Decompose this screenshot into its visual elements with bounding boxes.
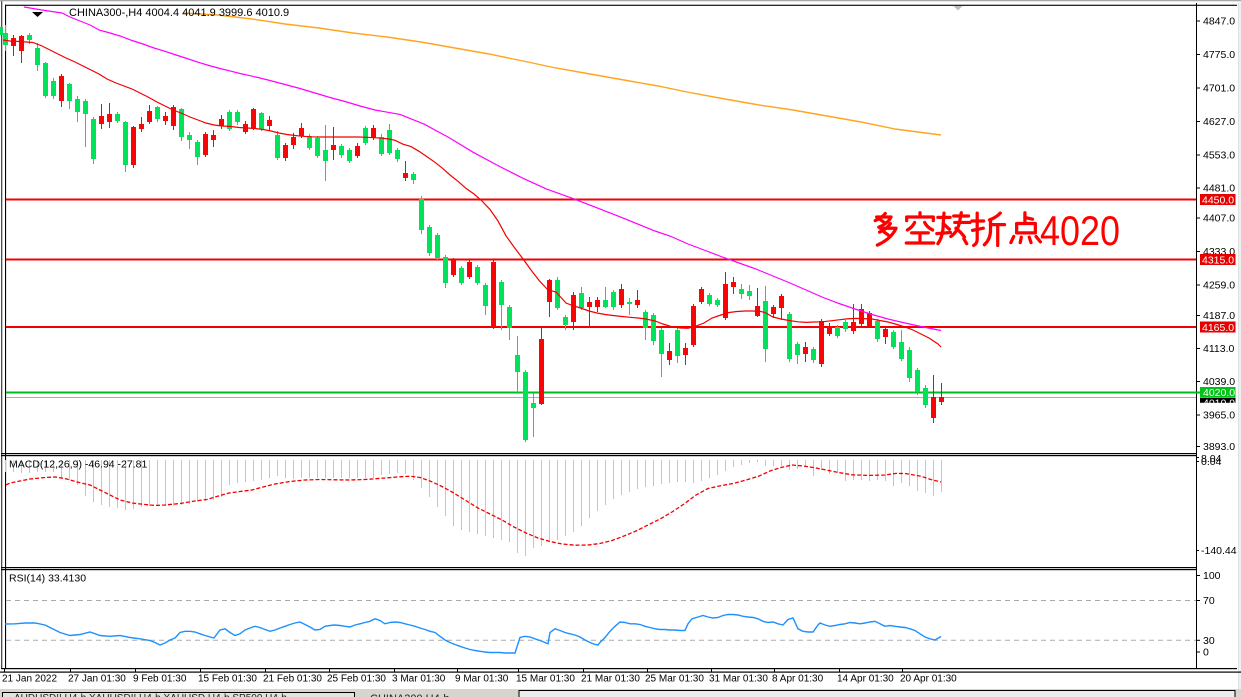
svg-text:4481.0: 4481.0: [1203, 183, 1235, 195]
svg-text:CHINA300,H4-b: CHINA300,H4-b: [370, 693, 449, 697]
svg-text:20 Apr 01:30: 20 Apr 01:30: [900, 674, 957, 685]
svg-text:21 Jan 2022: 21 Jan 2022: [2, 674, 57, 685]
svg-text:4165.0: 4165.0: [1202, 322, 1234, 334]
svg-text:27 Jan 01:30: 27 Jan 01:30: [68, 674, 126, 685]
svg-text:30: 30: [1203, 635, 1215, 647]
svg-text:4553.0: 4553.0: [1203, 150, 1235, 162]
svg-text:3 Mar 01:30: 3 Mar 01:30: [392, 674, 446, 685]
svg-text:4847.0: 4847.0: [1203, 16, 1235, 28]
svg-text:4187.0: 4187.0: [1203, 310, 1235, 322]
svg-text:4775.0: 4775.0: [1203, 49, 1235, 61]
svg-text:25 Feb 01:30: 25 Feb 01:30: [327, 674, 386, 685]
svg-text:4450.0: 4450.0: [1202, 194, 1234, 206]
svg-text:8 Apr 01:30: 8 Apr 01:30: [772, 674, 824, 685]
svg-text:-140.44: -140.44: [1201, 545, 1237, 557]
svg-text:8.04: 8.04: [1201, 453, 1222, 465]
svg-text:4010.9: 4010.9: [1203, 398, 1235, 410]
svg-text:4627.0: 4627.0: [1203, 116, 1235, 128]
svg-text:4020.0: 4020.0: [1203, 387, 1235, 399]
svg-text:0.04: 0.04: [1201, 456, 1222, 468]
svg-text:4259.0: 4259.0: [1203, 280, 1235, 292]
svg-text:3893.0: 3893.0: [1203, 441, 1235, 453]
svg-text:100: 100: [1203, 570, 1221, 582]
svg-text:4315.0: 4315.0: [1202, 254, 1234, 266]
svg-text:9 Feb 01:30: 9 Feb 01:30: [133, 674, 187, 685]
svg-text:15 Mar 01:30: 15 Mar 01:30: [516, 674, 575, 685]
svg-text:21 Mar 01:30: 21 Mar 01:30: [581, 674, 640, 685]
svg-text:31 Mar 01:30: 31 Mar 01:30: [709, 674, 768, 685]
svg-text:70: 70: [1203, 595, 1215, 607]
svg-text:14 Apr 01:30: 14 Apr 01:30: [837, 674, 894, 685]
svg-text:CHINA300-,H4 4004.4 4041.9 39: CHINA300-,H4 4004.4 4041.9 3999.6 4010.9: [69, 7, 289, 19]
svg-text:21 Feb 01:30: 21 Feb 01:30: [263, 674, 322, 685]
svg-text:3965.0: 3965.0: [1203, 410, 1235, 422]
svg-text:25 Mar 01:30: 25 Mar 01:30: [645, 674, 704, 685]
svg-text:4039.0: 4039.0: [1203, 376, 1235, 388]
svg-text:0: 0: [1203, 647, 1209, 659]
svg-text:RSI(14) 33.4130: RSI(14) 33.4130: [9, 573, 86, 585]
svg-text:4020: 4020: [1040, 207, 1120, 254]
svg-text:4701.0: 4701.0: [1203, 83, 1235, 95]
svg-text:9 Mar 01:30: 9 Mar 01:30: [455, 674, 509, 685]
svg-text:4407.0: 4407.0: [1203, 213, 1235, 225]
svg-text:4113.0: 4113.0: [1203, 343, 1234, 355]
svg-text:15 Feb 01:30: 15 Feb 01:30: [198, 674, 257, 685]
svg-text:MACD(12,26,9) -46.94 -27.81: MACD(12,26,9) -46.94 -27.81: [9, 459, 147, 471]
svg-text:AUDUSD!!,H4-b XAUUSD!!,H4-b: AUDUSD!!,H4-b XAUUSD!!,H4-b XAUUSD,H4-b …: [14, 693, 287, 697]
